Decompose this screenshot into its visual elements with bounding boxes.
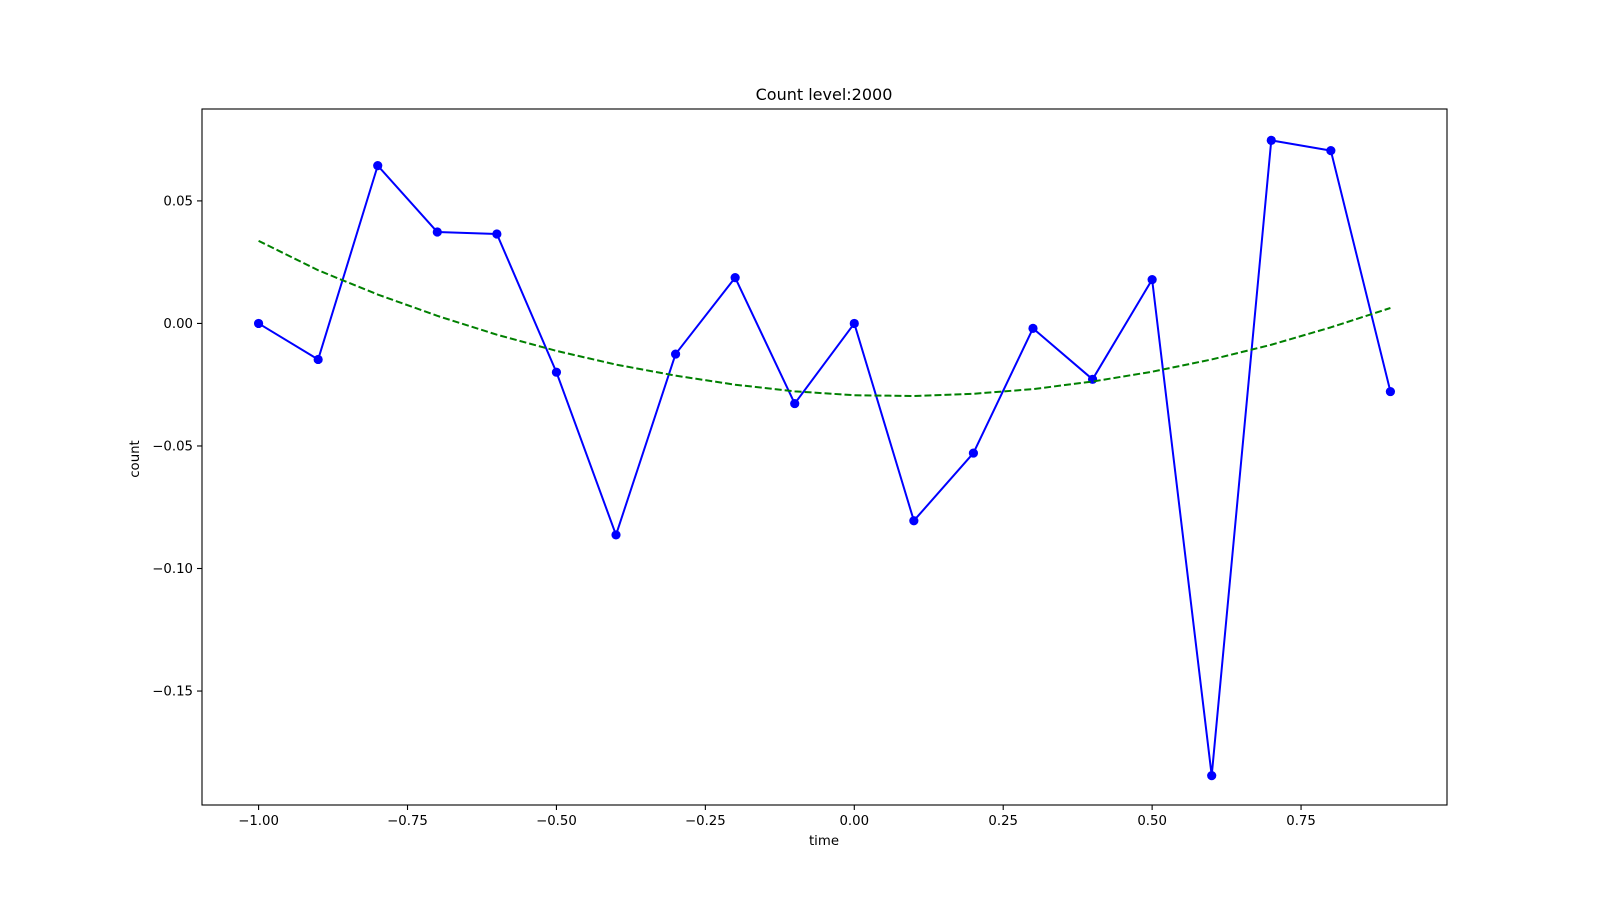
axes: −1.00 −0.75 −0.50 −0.25 0.00 0.25 0.50 0.75 0.05… bbox=[152, 108, 1448, 829]
series-1-point bbox=[1326, 146, 1336, 156]
series-1-point bbox=[1266, 135, 1276, 145]
series-1-point bbox=[253, 318, 264, 329]
series-1-point bbox=[313, 354, 323, 365]
series-1-point bbox=[1385, 386, 1396, 397]
series-1-point bbox=[1028, 323, 1038, 333]
x-tick-label: 0.00 bbox=[839, 814, 869, 829]
series-1-point bbox=[373, 161, 383, 171]
series-1-point bbox=[730, 273, 740, 283]
x-axis-label: time bbox=[809, 834, 839, 849]
chart-title: Count level:2000 bbox=[756, 85, 893, 104]
y-tick-label: 0.05 bbox=[163, 194, 193, 209]
series-1-point bbox=[611, 530, 621, 540]
series-1-point bbox=[849, 318, 859, 329]
x-tick-label: −0.75 bbox=[387, 814, 428, 829]
y-tick-label: −0.15 bbox=[152, 685, 193, 700]
series-1-point bbox=[909, 516, 919, 526]
x-tick-label: 0.25 bbox=[988, 814, 1018, 829]
series-1-point bbox=[1147, 274, 1157, 285]
series-1-point bbox=[790, 398, 800, 409]
series-2-line bbox=[258, 239, 1391, 397]
x-tick-label: 0.75 bbox=[1286, 814, 1316, 829]
series-1-point bbox=[1207, 770, 1217, 781]
series-1-point bbox=[492, 229, 502, 239]
y-tick-label: −0.05 bbox=[152, 439, 193, 454]
series-1-point bbox=[670, 349, 681, 359]
x-tick-label: −1.00 bbox=[238, 814, 279, 829]
series-1-point bbox=[968, 448, 979, 458]
x-tick-label: −0.25 bbox=[685, 814, 726, 829]
series-1-point bbox=[432, 227, 442, 237]
plot-frame bbox=[201, 108, 1448, 806]
x-tick-label: 0.50 bbox=[1137, 814, 1167, 829]
series-1-point bbox=[551, 367, 562, 377]
plot-area bbox=[253, 135, 1396, 781]
y-axis-label: count bbox=[128, 440, 143, 478]
x-tick-label: −0.50 bbox=[536, 814, 577, 829]
series-1-line bbox=[258, 139, 1392, 777]
y-tick-label: −0.10 bbox=[152, 562, 193, 577]
y-tick-label: 0.00 bbox=[163, 317, 193, 332]
